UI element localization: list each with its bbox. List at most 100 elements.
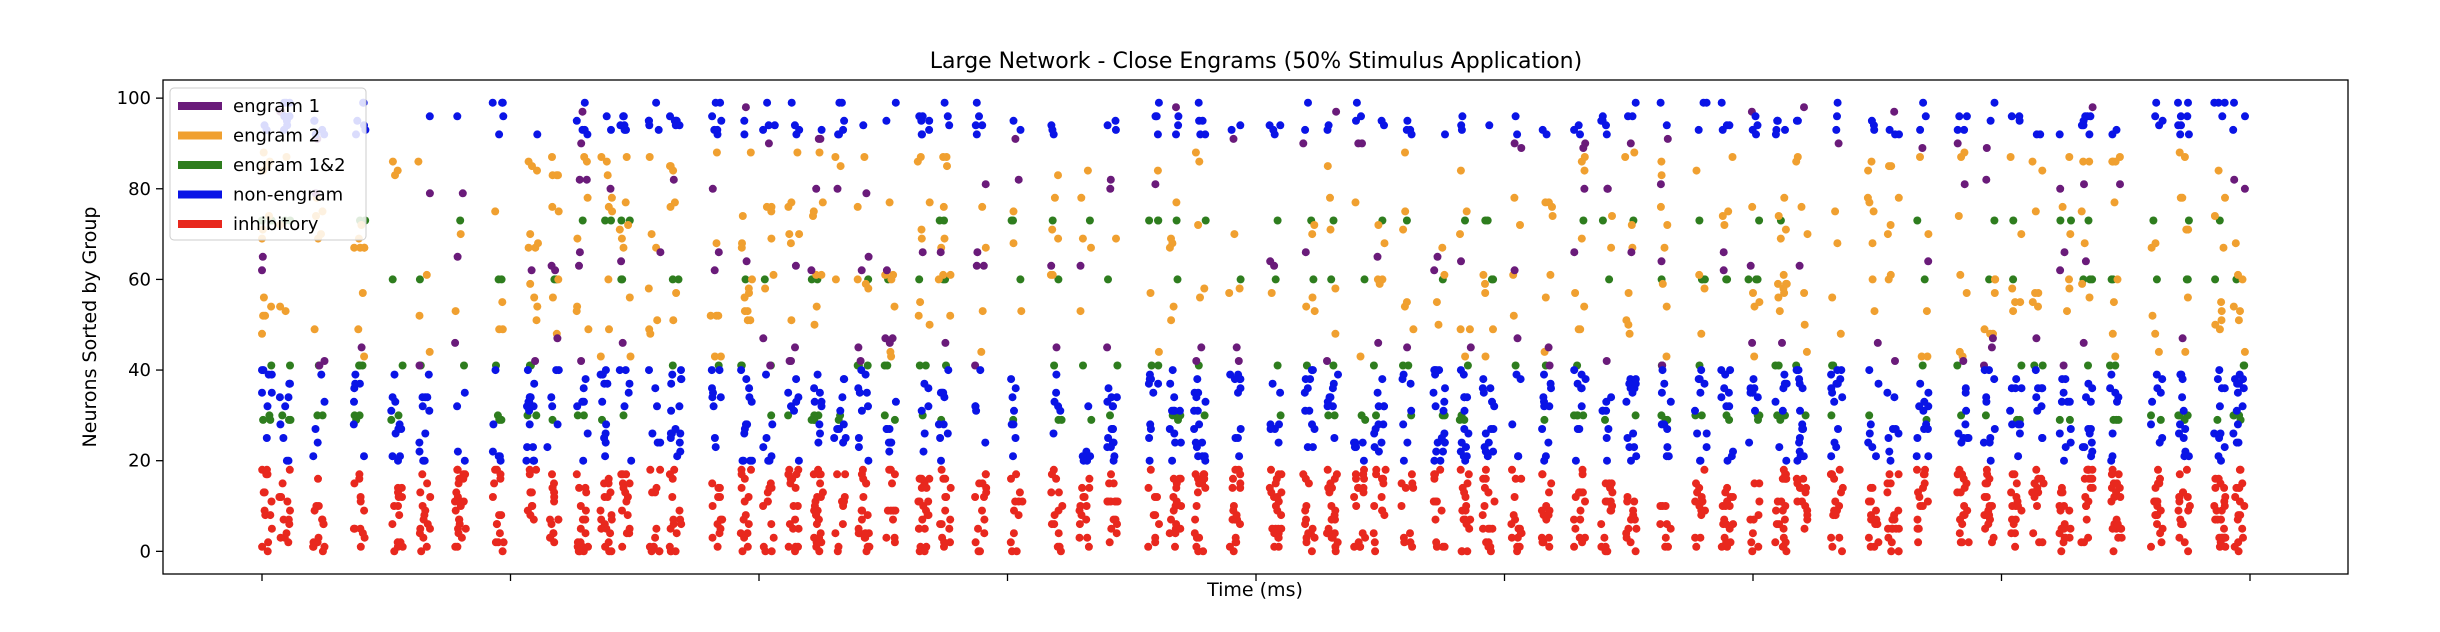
spike-point-inhibitory	[714, 483, 723, 492]
spike-point-engram-1	[553, 334, 562, 343]
spike-point-engram-1	[1656, 180, 1665, 189]
spike-point-engram-2	[1718, 212, 1727, 220]
spike-point-inhibitory	[789, 524, 798, 533]
spike-point-inhibitory	[622, 497, 631, 506]
spike-point-inhibitory	[1431, 515, 1440, 524]
spike-point-engram-1	[1719, 266, 1728, 275]
spike-point-engram-1-2	[1147, 361, 1156, 370]
spike-point-inhibitory	[422, 542, 431, 551]
spike-point-non-engram	[792, 397, 801, 406]
spike-point-non-engram	[1631, 375, 1640, 384]
spike-point-engram-2	[1054, 234, 1063, 243]
spike-point-inhibitory	[2084, 465, 2093, 474]
spike-point-non-engram	[2158, 116, 2167, 125]
spike-point-engram-2	[625, 293, 634, 302]
spike-point-engram-1-2	[278, 411, 287, 420]
spike-point-engram-2	[1962, 289, 1971, 297]
spike-point-inhibitory	[1325, 488, 1334, 497]
spike-point-non-engram	[1720, 384, 1729, 393]
spike-point-non-engram	[810, 397, 819, 406]
spike-point-inhibitory	[1478, 511, 1487, 520]
spike-point-non-engram	[419, 456, 428, 465]
spike-point-engram-2	[1048, 270, 1057, 279]
spike-point-engram-1-2	[1755, 216, 1764, 225]
spike-point-non-engram	[1304, 98, 1312, 107]
spike-point-inhibitory	[1608, 488, 1617, 497]
y-tick-label: 0	[140, 541, 151, 562]
spike-point-inhibitory	[1960, 511, 1969, 520]
spike-point-engram-2	[1456, 166, 1465, 175]
spike-point-engram-1-2	[1054, 415, 1063, 424]
spike-point-inhibitory	[492, 520, 501, 529]
spike-point-engram-2	[2109, 298, 2118, 307]
legend-label: inhibitory	[233, 214, 319, 235]
spike-point-inhibitory	[285, 465, 294, 474]
spike-point-engram-1-2	[2067, 216, 2075, 225]
spike-point-engram-2	[1607, 243, 1616, 252]
spike-point-engram-2	[548, 202, 557, 211]
legend-label: engram 2	[233, 126, 320, 147]
spike-point-non-engram	[2218, 112, 2227, 121]
spike-point-inhibitory	[1801, 502, 1810, 510]
spike-point-engram-1-2	[1918, 361, 1927, 370]
spike-point-inhibitory	[2010, 470, 2019, 479]
spike-point-non-engram	[1624, 112, 1632, 121]
spike-point-engram-2	[281, 307, 290, 316]
spike-point-inhibitory	[575, 483, 584, 492]
spike-point-engram-2	[1625, 329, 1634, 338]
spike-point-inhibitory	[2180, 538, 2189, 547]
spike-point-non-engram	[1440, 438, 1449, 447]
spike-point-non-engram	[601, 429, 610, 438]
spike-point-engram-2	[1479, 270, 1488, 279]
spike-point-inhibitory	[314, 474, 322, 483]
spike-point-non-engram	[284, 393, 293, 402]
spike-point-engram-1-2	[1990, 216, 1999, 225]
spike-point-engram-1-2	[741, 275, 750, 284]
spike-point-non-engram	[1657, 388, 1666, 397]
spike-point-inhibitory	[1271, 479, 1280, 488]
spike-point-inhibitory	[1868, 483, 1877, 492]
spike-point-engram-1-2	[1981, 411, 1990, 420]
spike-point-inhibitory	[1772, 506, 1780, 515]
spike-point-non-engram	[1629, 429, 1638, 438]
spike-point-non-engram	[740, 116, 749, 125]
spike-point-engram-2	[619, 243, 628, 252]
spike-point-engram-1	[1778, 338, 1786, 347]
spike-point-engram-2	[769, 270, 778, 279]
spike-point-inhibitory	[1169, 493, 1178, 501]
spike-point-inhibitory	[419, 515, 428, 524]
spike-point-engram-1	[888, 334, 897, 343]
spike-point-engram-2	[836, 162, 845, 171]
spike-point-non-engram	[601, 366, 610, 375]
spike-point-non-engram	[620, 402, 629, 411]
spike-point-inhibitory	[1874, 538, 1883, 547]
spike-point-engram-2	[740, 307, 749, 316]
spike-point-inhibitory	[971, 493, 980, 501]
spike-point-non-engram	[1780, 370, 1789, 379]
spike-point-inhibitory	[2012, 493, 2021, 501]
spike-point-engram-2	[1516, 221, 1524, 229]
spike-point-engram-2	[2066, 230, 2075, 239]
spike-point-non-engram	[1575, 425, 1584, 433]
spike-point-non-engram	[764, 456, 773, 465]
spike-point-inhibitory	[260, 488, 269, 497]
spike-point-non-engram	[838, 393, 847, 402]
spike-point-engram-1-2	[1054, 275, 1063, 284]
spike-point-inhibitory	[394, 502, 402, 510]
spike-point-inhibitory	[769, 533, 778, 542]
spike-point-non-engram	[891, 98, 900, 107]
spike-point-inhibitory	[945, 524, 954, 533]
spike-point-inhibitory	[1229, 506, 1238, 515]
spike-point-inhibitory	[1149, 511, 1158, 520]
spike-point-non-engram	[1890, 393, 1899, 402]
spike-point-inhibitory	[1828, 542, 1837, 551]
spike-point-engram-1	[458, 189, 467, 198]
spike-point-non-engram	[1460, 393, 1469, 402]
spike-point-engram-2	[350, 243, 359, 252]
spike-point-inhibitory	[1371, 547, 1380, 556]
spike-point-engram-2	[1456, 325, 1465, 334]
spike-point-engram-2	[1728, 153, 1737, 161]
spike-point-inhibitory	[1883, 488, 1892, 497]
spike-point-non-engram	[1581, 375, 1590, 384]
spike-point-inhibitory	[1462, 502, 1471, 510]
